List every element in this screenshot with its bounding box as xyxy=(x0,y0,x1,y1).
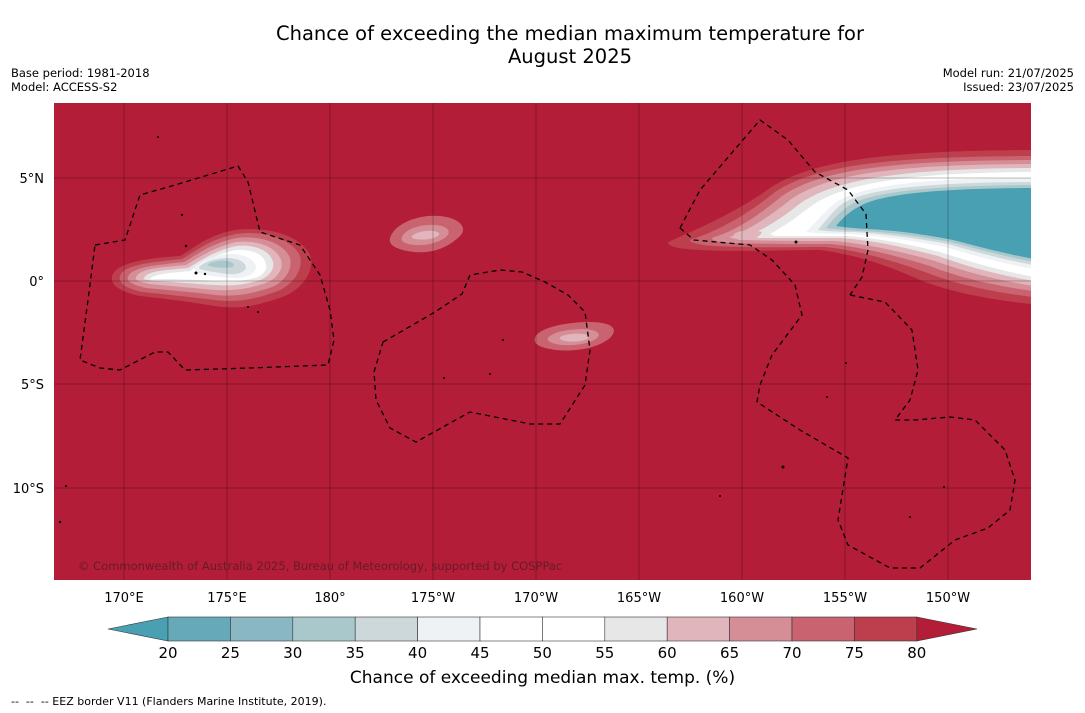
colorbar-title: Chance of exceeding median max. temp. (%… xyxy=(349,668,736,688)
x-tick-label: 150°W xyxy=(926,591,970,606)
x-tick-label: 165°W xyxy=(617,591,661,606)
colorbar-low-extension xyxy=(107,616,169,642)
eez-borders xyxy=(79,119,1016,569)
x-tick-label: 170°W xyxy=(514,591,558,606)
colorbar-tick: 70 xyxy=(782,644,801,662)
island-dot xyxy=(194,271,198,275)
island-dot xyxy=(909,516,911,518)
eez-line-islands-north xyxy=(679,119,869,296)
title-line-1: Chance of exceeding the median maximum t… xyxy=(275,22,865,45)
island-dot xyxy=(203,272,207,276)
colorbar-bin-30-35 xyxy=(292,616,356,642)
colorbar-bin-70-75 xyxy=(791,616,855,642)
eez-line-islands-south xyxy=(679,227,1016,569)
island-dot xyxy=(826,396,828,398)
model-run: Model run: 21/07/2025 xyxy=(942,66,1074,80)
model-name: Model: ACCESS-S2 xyxy=(11,80,118,94)
island-dot xyxy=(845,362,847,364)
colorbar-bin-20-25 xyxy=(167,616,231,642)
x-tick-label: 155°W xyxy=(823,591,867,606)
island-dot xyxy=(443,377,445,379)
colorbar-tick: 45 xyxy=(470,644,489,662)
colorbar-tick: 30 xyxy=(283,644,302,662)
x-tick-label: 170°E xyxy=(104,591,144,606)
cn-contour-60-65 xyxy=(411,230,440,240)
colorbar-tick: 80 xyxy=(907,644,926,662)
island-dot xyxy=(58,520,62,524)
colorbar-tick: 65 xyxy=(720,644,739,662)
y-tick-label: 10°S xyxy=(13,482,44,497)
colorbar-tick: 25 xyxy=(221,644,240,662)
central-blob-south xyxy=(534,322,614,351)
map-title: Chance of exceeding the median maximum t… xyxy=(0,22,1085,68)
island-dot xyxy=(794,240,798,244)
colorbar-bin-25-30 xyxy=(230,616,294,642)
colorbar-bin-65-70 xyxy=(729,616,793,642)
island-dot xyxy=(489,373,491,375)
cs-contour-60-65 xyxy=(559,333,589,342)
eez-legend-note: -- -- -- EEZ border V11 (Flanders Marine… xyxy=(11,695,327,708)
island-dot xyxy=(65,485,67,487)
eez-gilbert-islands xyxy=(79,165,335,371)
central-blob-north xyxy=(389,215,464,253)
y-tick-label: 0° xyxy=(29,275,44,290)
colorbar-tick: 75 xyxy=(845,644,864,662)
colorbar-tick: 55 xyxy=(595,644,614,662)
island-dot xyxy=(502,339,504,341)
islands xyxy=(58,136,945,524)
x-tick-label: 175°W xyxy=(411,591,455,606)
colorbar-tick: 20 xyxy=(158,644,177,662)
contour-60-65-inner xyxy=(733,230,762,240)
x-axis-labels: 170°E 175°E 180° 175°W 170°W 165°W 160°W… xyxy=(104,591,970,606)
w-contour-25-30 xyxy=(207,260,234,268)
forecast-field: © Commonwealth of Australia 2025, Bureau… xyxy=(54,103,1031,580)
x-tick-label: 160°W xyxy=(720,591,764,606)
western-anomaly-region xyxy=(111,229,312,308)
colorbar-bin-45-50 xyxy=(479,616,543,642)
colorbar-tick: 60 xyxy=(658,644,677,662)
island-dot xyxy=(719,495,721,497)
island-dot xyxy=(247,306,249,308)
title-line-2: August 2025 xyxy=(507,45,633,68)
island-dot xyxy=(180,213,184,217)
island-dot xyxy=(257,311,259,313)
island-dot xyxy=(184,244,188,248)
run-info: Model run: 21/07/2025 Issued: 23/07/2025 xyxy=(943,66,1074,94)
contour-below-20 xyxy=(836,188,1031,259)
colorbar-high-extension xyxy=(916,616,978,642)
model-info: Base period: 1981-2018 Model: ACCESS-S2 xyxy=(11,66,150,94)
island-dot xyxy=(781,465,785,469)
colorbar-bin-50-55 xyxy=(542,616,606,642)
island-dot xyxy=(943,486,945,488)
eastern-anomaly-region xyxy=(668,150,1031,305)
x-tick-label: 180° xyxy=(314,591,345,606)
colorbar-tick-labels: 20 25 30 35 40 45 50 55 60 65 70 75 80 xyxy=(158,644,926,662)
colorbar-bin-35-40 xyxy=(354,616,418,642)
issued-date: Issued: 23/07/2025 xyxy=(963,80,1074,94)
colorbar-bin-55-60 xyxy=(604,616,668,642)
colorbar-tick: 35 xyxy=(346,644,365,662)
colorbar xyxy=(107,616,978,642)
gridlines xyxy=(54,103,1031,580)
colorbar-bin-75-80 xyxy=(854,616,918,642)
y-tick-label: 5°N xyxy=(20,172,45,187)
colorbar-bin-60-65 xyxy=(666,616,730,642)
colorbar-tick: 40 xyxy=(408,644,427,662)
y-tick-label: 5°S xyxy=(21,378,44,393)
copyright-notice: © Commonwealth of Australia 2025, Bureau… xyxy=(78,559,562,573)
y-axis-labels: 5°N 0° 5°S 10°S xyxy=(13,172,44,497)
colorbar-bin-40-45 xyxy=(417,616,481,642)
base-period: Base period: 1981-2018 xyxy=(11,66,150,80)
x-tick-label: 175°E xyxy=(207,591,247,606)
eez-phoenix-islands xyxy=(373,269,591,443)
island-dot xyxy=(157,136,159,138)
colorbar-tick: 50 xyxy=(533,644,552,662)
